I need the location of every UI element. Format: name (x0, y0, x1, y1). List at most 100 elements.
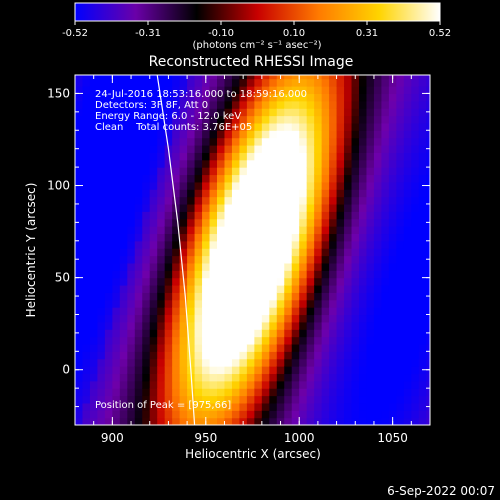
heatmap-cell (209, 137, 218, 146)
heatmap-cell (359, 388, 368, 397)
heatmap-cell (411, 93, 420, 102)
heatmap-cell (179, 314, 188, 323)
heatmap-cell (396, 402, 405, 411)
heatmap-cell (224, 299, 233, 308)
heatmap-cell (426, 122, 430, 131)
heatmap-cell (209, 152, 218, 161)
heatmap-cell (381, 240, 390, 249)
heatmap-cell (134, 152, 143, 161)
heatmap-cell (127, 100, 136, 109)
heatmap-cell (142, 321, 151, 330)
heatmap-cell (426, 240, 430, 249)
heatmap-cell (403, 226, 412, 235)
heatmap-cell (231, 137, 241, 146)
heatmap-cell (261, 410, 270, 419)
heatmap-cell (388, 285, 397, 293)
heatmap-cell (321, 307, 330, 316)
heatmap-cell (336, 366, 345, 375)
heatmap-cell (411, 380, 420, 389)
heatmap-cell (291, 167, 300, 176)
heatmap-cell (231, 152, 241, 161)
heatmap-cell (217, 270, 226, 279)
heatmap-cell (314, 108, 323, 117)
heatmap-cell (246, 395, 255, 404)
heatmap-cell (157, 395, 166, 404)
heatmap-cell (164, 277, 173, 286)
heatmap-cell (299, 307, 308, 316)
heatmap-cell (112, 314, 121, 323)
heatmap-cell (351, 152, 360, 161)
heatmap-cell (284, 314, 293, 323)
heatmap-cell (321, 145, 330, 153)
heatmap-cell (276, 343, 285, 352)
heatmap-cell (359, 189, 368, 198)
heatmap-cell (321, 218, 330, 227)
heatmap-cell (209, 211, 218, 220)
heatmap-cell (97, 255, 106, 264)
heatmap-cell (261, 93, 270, 102)
heatmap-cell (97, 388, 106, 397)
heatmap-cell (359, 203, 368, 212)
heatmap-cell (329, 343, 338, 352)
heatmap-cell (299, 211, 308, 220)
heatmap-cell (172, 211, 181, 220)
heatmap-cell (336, 226, 345, 235)
heatmap-cell (202, 100, 211, 109)
heatmap-cell (366, 336, 375, 345)
heatmap-cell (239, 122, 248, 131)
heatmap-cell (329, 336, 338, 345)
heatmap-cell (75, 86, 84, 95)
heatmap-cell (254, 122, 263, 131)
heatmap-cell (231, 75, 241, 80)
heatmap-cell (314, 218, 323, 227)
heatmap-cell (75, 388, 84, 397)
heatmap-cell (411, 270, 420, 279)
heatmap-cell (164, 395, 173, 404)
heatmap-cell (217, 78, 226, 87)
heatmap-cell (329, 395, 338, 404)
heatmap-cell (104, 402, 113, 411)
heatmap-cell (202, 321, 211, 330)
heatmap-cell (75, 336, 84, 345)
heatmap-cell (299, 380, 308, 389)
heatmap-cell (403, 270, 412, 279)
heatmap-cell (202, 314, 211, 323)
heatmap-cell (284, 159, 293, 168)
heatmap-cell (254, 108, 263, 117)
heatmap-cell (344, 203, 353, 212)
heatmap-cell (217, 167, 226, 176)
heatmap-cell (127, 159, 136, 168)
heatmap-cell (403, 218, 412, 227)
heatmap-cell (127, 122, 136, 131)
heatmap-cell (314, 167, 323, 176)
heatmap-cell (89, 248, 99, 257)
heatmap-cell (194, 115, 203, 124)
heatmap-cell (187, 78, 196, 87)
heatmap-cell (329, 314, 338, 323)
heatmap-cell (344, 181, 353, 190)
heatmap-cell (373, 292, 383, 301)
heatmap-cell (344, 388, 353, 397)
heatmap-cell (299, 167, 308, 176)
heatmap-cell (366, 358, 375, 367)
heatmap-cell (276, 240, 285, 249)
heatmap-cell (306, 277, 315, 286)
heatmap-cell (284, 410, 293, 419)
heatmap-cell (119, 321, 128, 330)
heatmap-cell (388, 277, 397, 286)
heatmap-cell (403, 78, 412, 87)
heatmap-cell (119, 233, 128, 242)
heatmap-cell (336, 181, 345, 190)
heatmap-cell (97, 159, 106, 168)
heatmap-cell (426, 262, 430, 271)
heatmap-cell (359, 211, 368, 220)
heatmap-cell (157, 174, 166, 183)
heatmap-cell (269, 366, 278, 375)
heatmap-cell (164, 174, 173, 183)
heatmap-cell (306, 410, 315, 419)
heatmap-cell (261, 203, 270, 212)
heatmap-cell (336, 373, 345, 382)
heatmap-cell (269, 417, 278, 425)
heatmap-cell (306, 78, 315, 87)
heatmap-cell (179, 203, 188, 212)
